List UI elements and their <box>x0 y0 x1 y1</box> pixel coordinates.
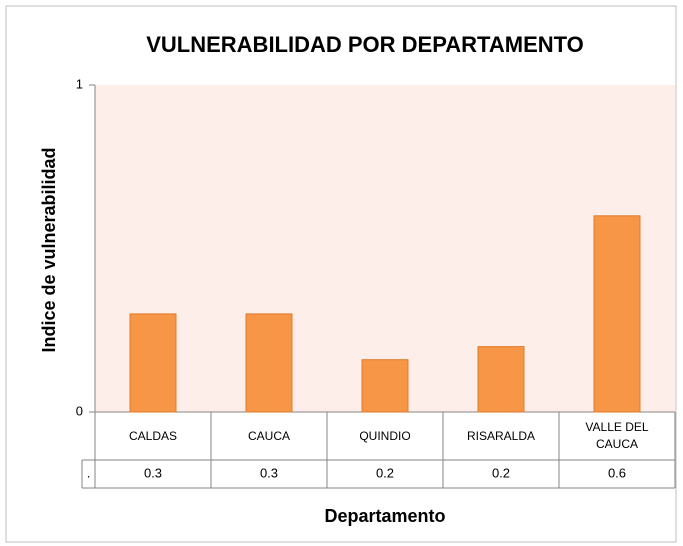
y-tick-label: 1 <box>76 76 83 91</box>
x-tick-label: CALDAS <box>128 428 178 443</box>
x-tick-label-box: RISARALDA <box>466 428 536 443</box>
x-tick-label-box: CALDAS <box>128 428 178 443</box>
data-label: 0.2 <box>376 465 394 480</box>
bar <box>245 313 293 413</box>
data-label: 0.6 <box>608 465 626 480</box>
x-tick-label: RISARALDA <box>466 428 536 443</box>
x-tick-label: VALLE DEL CAUCA <box>585 420 649 451</box>
data-label: 0.3 <box>144 465 162 480</box>
plot-area <box>95 85 675 412</box>
x-tick-label: CAUCA <box>247 428 290 443</box>
x-tick-label: QUINDIO <box>359 428 411 443</box>
bar <box>477 346 525 413</box>
data-label: 0.3 <box>260 465 278 480</box>
y-axis-label: Indice de vulnerabilidad <box>39 147 59 352</box>
x-tick-label-box: QUINDIO <box>359 428 411 443</box>
data-label: 0.2 <box>492 465 510 480</box>
bar <box>361 359 409 413</box>
chart-title: VULNERABILIDAD POR DEPARTAMENTO <box>146 32 584 57</box>
bar <box>129 313 177 413</box>
legend-key: . <box>87 465 91 480</box>
x-tick-label-box: CAUCA <box>247 428 290 443</box>
bar <box>593 215 641 413</box>
x-tick-label-box: VALLE DEL CAUCA <box>585 420 649 451</box>
y-tick-label: 0 <box>76 403 83 418</box>
x-axis-label: Departamento <box>324 506 445 526</box>
